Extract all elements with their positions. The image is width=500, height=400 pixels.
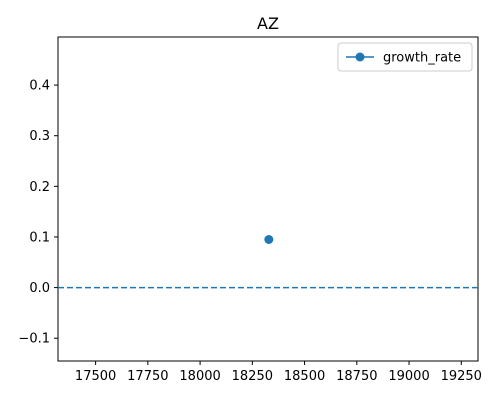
- legend-marker: [355, 52, 365, 62]
- y-tick-label: 0.0: [29, 281, 50, 296]
- series-layer: [264, 235, 274, 244]
- x-tick-label: 19250: [441, 369, 482, 384]
- x-tick-label: 17750: [127, 369, 168, 384]
- legend-entry-growth-rate: growth_rate: [383, 51, 461, 66]
- plot-frame: [57, 36, 479, 362]
- legend: growth_rate: [337, 42, 473, 72]
- chart-title: AZ: [257, 14, 279, 33]
- y-axis: −0.1 0.0 0.1 0.2 0.3 0.4: [18, 79, 58, 347]
- x-tick-label: 18500: [284, 369, 325, 384]
- plot-area: [57, 36, 479, 362]
- x-tick-label: 18750: [336, 369, 377, 384]
- x-axis: 17500 17750 18000 18250 18500 18750 19000 19250: [75, 361, 482, 384]
- y-tick-label: 0.3: [29, 129, 50, 144]
- y-tick-label: 0.2: [29, 180, 50, 195]
- legend-box: [337, 42, 473, 72]
- x-tick-label: 18000: [179, 369, 220, 384]
- x-tick-label: 18250: [232, 369, 273, 384]
- data-point: [264, 235, 274, 244]
- x-tick-label: 17500: [75, 369, 116, 384]
- y-tick-label: −0.1: [18, 332, 50, 347]
- x-tick-label: 19000: [388, 369, 429, 384]
- y-tick-label: 0.4: [29, 79, 50, 94]
- y-tick-label: 0.1: [29, 230, 50, 245]
